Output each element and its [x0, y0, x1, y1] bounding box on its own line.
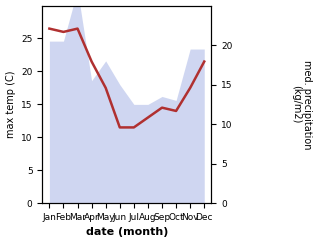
Y-axis label: max temp (C): max temp (C) — [5, 71, 16, 138]
X-axis label: date (month): date (month) — [86, 227, 168, 237]
Y-axis label: med. precipitation
(kg/m2): med. precipitation (kg/m2) — [291, 60, 313, 149]
